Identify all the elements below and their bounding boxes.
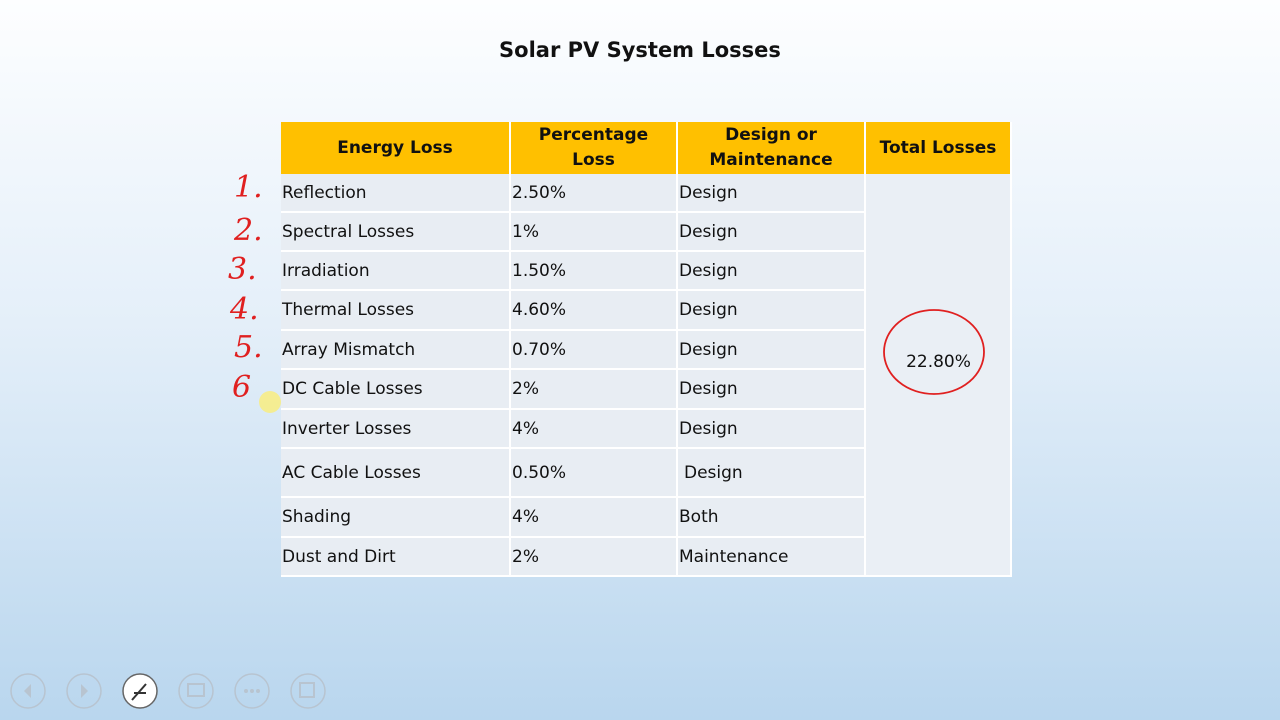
table-cell: Design — [677, 212, 866, 252]
table-cell: Design — [677, 290, 866, 331]
table-cell: Shading — [281, 497, 511, 538]
handwritten-number: 3. — [228, 252, 257, 287]
table-row: Shading 4% Both — [281, 497, 1011, 538]
table-row: AC Cable Losses 0.50% Design — [281, 448, 1011, 498]
table-row: Irradiation 1.50% Design — [281, 251, 1011, 291]
column-header: Energy Loss — [281, 122, 511, 174]
handwritten-number: 5. — [234, 330, 263, 365]
handwritten-number: 6 — [232, 370, 252, 405]
table-cell: Inverter Losses — [281, 409, 511, 449]
table-cell: Reflection — [281, 174, 511, 213]
table-row: Thermal Losses 4.60% Design — [281, 290, 1011, 331]
table-cell: Array Mismatch — [281, 330, 511, 370]
table-cell: Design — [677, 409, 866, 449]
column-header: Total Losses — [865, 122, 1012, 174]
pen-button[interactable] — [122, 673, 158, 709]
total-value-wrap: 22.80% — [867, 308, 1010, 395]
table-cell: Irradiation — [281, 251, 511, 291]
table-row: Dust and Dirt 2% Maintenance — [281, 537, 1011, 577]
more-button[interactable] — [234, 673, 270, 709]
table-cell: 1.50% — [510, 251, 678, 291]
table-row: Spectral Losses 1% Design — [281, 212, 1011, 252]
slide-title: Solar PV System Losses — [499, 38, 781, 62]
table-cell: 1% — [510, 212, 678, 252]
previous-button[interactable] — [10, 673, 46, 709]
column-header: Percentage Loss — [510, 122, 678, 174]
column-header: Design or Maintenance — [677, 122, 866, 174]
table-row: DC Cable Losses 2% Design — [281, 369, 1011, 410]
table-cell: 0.50% — [510, 448, 678, 498]
handwritten-number: 2. — [234, 213, 263, 248]
table-cell: 4% — [510, 409, 678, 449]
pointer-highlight — [259, 391, 281, 413]
table-cell: 2% — [510, 537, 678, 577]
table-cell: AC Cable Losses — [281, 448, 511, 498]
table-cell: DC Cable Losses — [281, 369, 511, 410]
table-cell: Design — [677, 174, 866, 213]
header-row: Energy Loss Percentage Loss Design or Main… — [281, 122, 1012, 174]
table-cell: Both — [677, 497, 866, 538]
table-cell: 4% — [510, 497, 678, 538]
annotation-circle — [883, 308, 985, 395]
total-cell: 22.80% — [865, 174, 1012, 577]
slides-button[interactable] — [178, 673, 214, 709]
table-cell: Dust and Dirt — [281, 537, 511, 577]
zoom-button[interactable] — [290, 673, 326, 709]
table-cell: Design — [677, 251, 866, 291]
table-cell: Design — [677, 369, 866, 410]
table-cell: Design — [677, 448, 866, 498]
handwritten-number: 1. — [234, 170, 263, 205]
table-cell: 2.50% — [510, 174, 678, 213]
table-row: Reflection 2.50% Design 22.80% — [281, 174, 1012, 577]
table-body: Reflection 2.50% Design 22.80% Spectral Loss… — [281, 174, 1012, 577]
table-row: Array Mismatch 0.70% Design — [281, 330, 1011, 370]
table-cell: Spectral Losses — [281, 212, 511, 252]
handwritten-number: 4. — [230, 292, 259, 327]
table-cell: Thermal Losses — [281, 290, 511, 331]
table-cell: Maintenance — [677, 537, 866, 577]
table-cell: 0.70% — [510, 330, 678, 370]
table-row: Inverter Losses 4% Design — [281, 409, 1011, 449]
losses-table: Energy Loss Percentage Loss Design or Main… — [281, 122, 1012, 577]
total-value: 22.80% — [906, 351, 971, 372]
table-cell: Design — [677, 330, 866, 370]
next-button[interactable] — [66, 673, 102, 709]
table-cell: 2% — [510, 369, 678, 410]
table-cell: 4.60% — [510, 290, 678, 331]
